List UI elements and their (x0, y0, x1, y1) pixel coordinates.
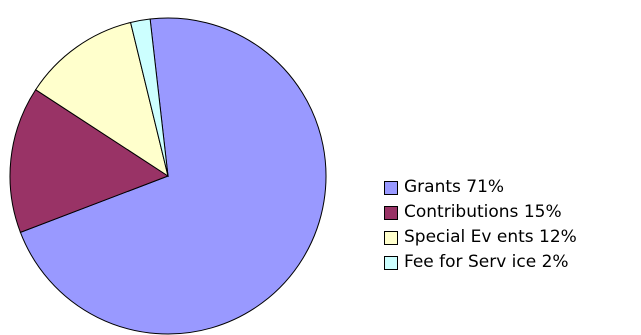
pie-slice-grants (19, 17, 327, 335)
legend-swatch-special-events (384, 230, 398, 245)
pie-slice-fee-for-serv-ice (129, 18, 169, 177)
pie-slice-contributions (9, 89, 170, 234)
legend-swatch-grants (384, 180, 398, 195)
legend-swatch-fee-for-service (384, 255, 398, 270)
legend-label-contributions: Contributions 15% (404, 202, 562, 222)
legend-item-contributions: Contributions 15% (384, 200, 577, 225)
legend-label-fee-for-service: Fee for Serv ice 2% (404, 252, 569, 272)
legend-item-special-events: Special Ev ents 12% (384, 225, 577, 250)
legend-label-special-events: Special Ev ents 12% (404, 227, 577, 247)
chart-legend: Grants 71% Contributions 15% Special Ev … (384, 175, 577, 275)
pie-slice-special-ev-ents (34, 21, 169, 178)
legend-label-grants: Grants 71% (404, 177, 505, 197)
pie-slices (9, 17, 327, 335)
legend-swatch-contributions (384, 205, 398, 220)
legend-item-grants: Grants 71% (384, 175, 577, 200)
legend-item-fee-for-service: Fee for Serv ice 2% (384, 250, 577, 275)
